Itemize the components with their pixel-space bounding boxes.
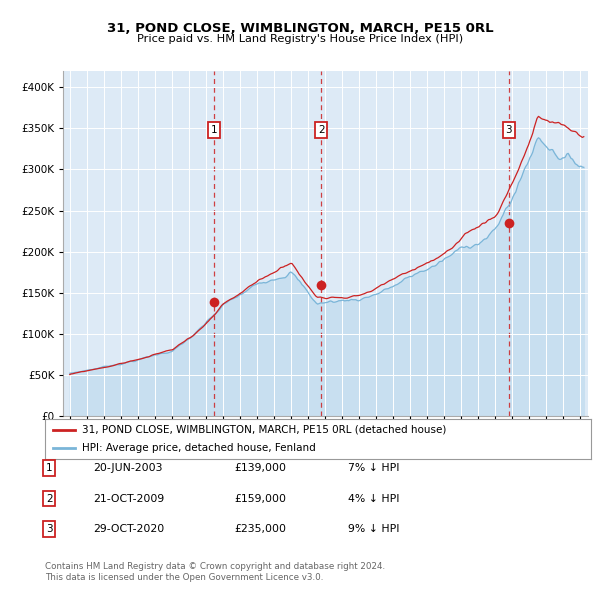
Text: 31, POND CLOSE, WIMBLINGTON, MARCH, PE15 0RL: 31, POND CLOSE, WIMBLINGTON, MARCH, PE15… — [107, 22, 493, 35]
Text: 29-OCT-2020: 29-OCT-2020 — [93, 525, 164, 534]
Text: 2: 2 — [46, 494, 53, 503]
Text: This data is licensed under the Open Government Licence v3.0.: This data is licensed under the Open Gov… — [45, 572, 323, 582]
Text: 1: 1 — [211, 125, 217, 135]
Text: 4% ↓ HPI: 4% ↓ HPI — [348, 494, 400, 503]
Text: 21-OCT-2009: 21-OCT-2009 — [93, 494, 164, 503]
Text: £159,000: £159,000 — [234, 494, 286, 503]
Text: 3: 3 — [505, 125, 512, 135]
Text: 31, POND CLOSE, WIMBLINGTON, MARCH, PE15 0RL (detached house): 31, POND CLOSE, WIMBLINGTON, MARCH, PE15… — [82, 425, 446, 435]
Text: £235,000: £235,000 — [234, 525, 286, 534]
Text: 20-JUN-2003: 20-JUN-2003 — [93, 463, 163, 473]
Text: 3: 3 — [46, 525, 53, 534]
Text: £139,000: £139,000 — [234, 463, 286, 473]
Text: 7% ↓ HPI: 7% ↓ HPI — [348, 463, 400, 473]
Text: Price paid vs. HM Land Registry's House Price Index (HPI): Price paid vs. HM Land Registry's House … — [137, 34, 463, 44]
Text: 1: 1 — [46, 463, 53, 473]
Text: HPI: Average price, detached house, Fenland: HPI: Average price, detached house, Fenl… — [82, 443, 316, 453]
Text: 9% ↓ HPI: 9% ↓ HPI — [348, 525, 400, 534]
Text: Contains HM Land Registry data © Crown copyright and database right 2024.: Contains HM Land Registry data © Crown c… — [45, 562, 385, 571]
Text: 2: 2 — [318, 125, 325, 135]
